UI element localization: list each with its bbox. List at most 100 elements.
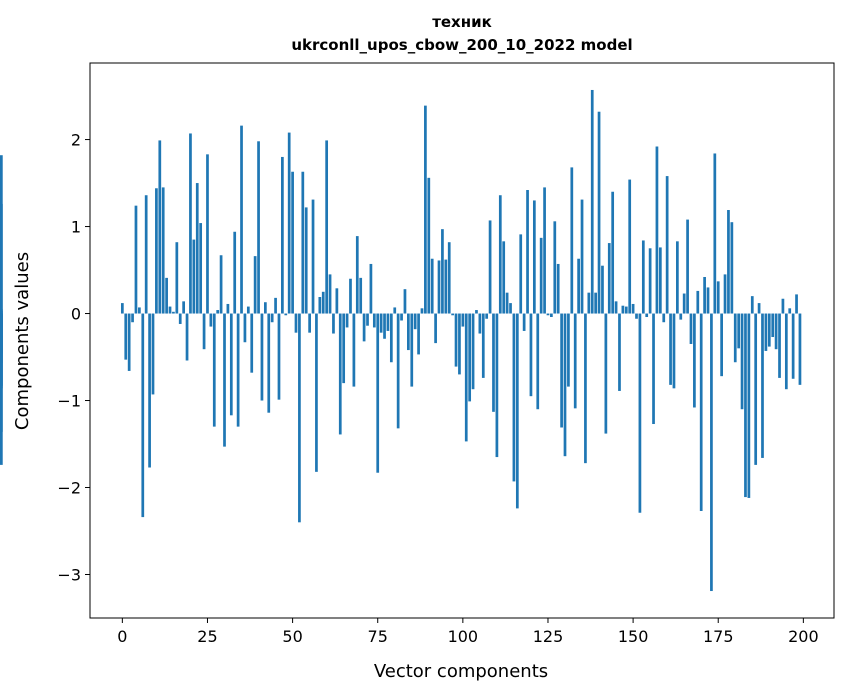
bar	[168, 306, 172, 314]
x-tick-label: 100	[448, 627, 479, 646]
bar	[614, 301, 618, 314]
bar	[478, 313, 482, 334]
bar	[754, 313, 758, 465]
bar	[120, 303, 124, 314]
bar	[267, 313, 271, 413]
bar	[693, 313, 696, 408]
bar	[669, 313, 672, 385]
bar	[672, 313, 676, 389]
bar	[294, 313, 298, 333]
bar	[335, 288, 339, 314]
x-tick-label: 50	[282, 627, 302, 646]
bar	[366, 313, 369, 326]
bar	[573, 313, 577, 409]
bar	[706, 287, 710, 314]
bar	[325, 140, 329, 314]
bar	[767, 313, 771, 347]
bar	[492, 313, 495, 412]
bar	[124, 313, 128, 360]
bar	[584, 313, 587, 464]
bar	[141, 313, 145, 518]
bar	[148, 313, 151, 468]
bar	[607, 243, 611, 314]
x-tick-label: 75	[368, 627, 388, 646]
bar	[376, 313, 380, 473]
bar	[0, 155, 3, 314]
x-tick-label: 125	[533, 627, 564, 646]
bar	[464, 313, 468, 442]
bar	[546, 313, 550, 316]
bar	[165, 277, 168, 314]
bar	[795, 294, 798, 314]
bar	[744, 313, 747, 498]
bar	[696, 290, 700, 314]
bar	[243, 313, 247, 343]
bar	[369, 263, 373, 314]
bar	[638, 313, 642, 513]
x-tick-label: 175	[703, 627, 734, 646]
bar	[590, 89, 594, 314]
bar	[175, 242, 179, 314]
bar	[686, 219, 689, 314]
bar	[407, 313, 410, 351]
bar	[645, 313, 649, 318]
bar	[778, 313, 781, 378]
bar	[784, 313, 788, 390]
bar	[560, 313, 563, 428]
bar	[475, 310, 478, 314]
bar	[601, 265, 604, 314]
bar	[774, 313, 778, 350]
bar	[628, 179, 632, 314]
bar	[509, 303, 512, 314]
x-tick-label: 200	[788, 627, 819, 646]
bar	[641, 240, 645, 314]
bar	[400, 313, 403, 321]
bar	[461, 313, 465, 327]
bar	[274, 297, 277, 314]
bar	[417, 313, 420, 355]
bar	[723, 274, 727, 314]
bar	[219, 255, 223, 314]
bar	[771, 313, 775, 338]
bar	[788, 308, 792, 314]
bar	[495, 313, 499, 458]
bar	[536, 313, 540, 410]
bar	[355, 236, 359, 314]
x-tick-label: 0	[117, 627, 127, 646]
bar	[611, 191, 615, 314]
bar	[144, 195, 148, 314]
x-axis-label: Vector components	[374, 661, 548, 682]
bar	[192, 239, 196, 314]
bar	[604, 313, 608, 434]
bar	[338, 313, 342, 435]
x-tick-label: 25	[197, 627, 217, 646]
bar	[195, 183, 199, 314]
bar	[250, 313, 254, 373]
bar	[199, 223, 203, 314]
bar	[264, 302, 267, 314]
bar	[349, 278, 352, 314]
bar	[362, 313, 366, 342]
x-axis-ticks: 0 25 50 75 100 125 150 175 200	[117, 618, 819, 646]
bar	[185, 313, 189, 361]
bar	[727, 210, 730, 314]
bar	[233, 231, 237, 314]
bar	[597, 111, 601, 314]
bar	[550, 313, 553, 318]
bar	[580, 199, 584, 314]
bar	[567, 313, 570, 387]
bar	[383, 313, 386, 339]
bar	[733, 313, 737, 363]
bar	[270, 313, 274, 323]
bar	[413, 313, 417, 330]
bar	[236, 313, 240, 427]
bar	[253, 256, 257, 314]
bar	[420, 308, 424, 314]
bar	[202, 313, 206, 350]
bar	[485, 313, 489, 319]
bar	[730, 222, 734, 314]
bar	[652, 313, 655, 425]
bar	[155, 188, 158, 314]
bar	[556, 263, 560, 314]
bar	[226, 303, 230, 314]
